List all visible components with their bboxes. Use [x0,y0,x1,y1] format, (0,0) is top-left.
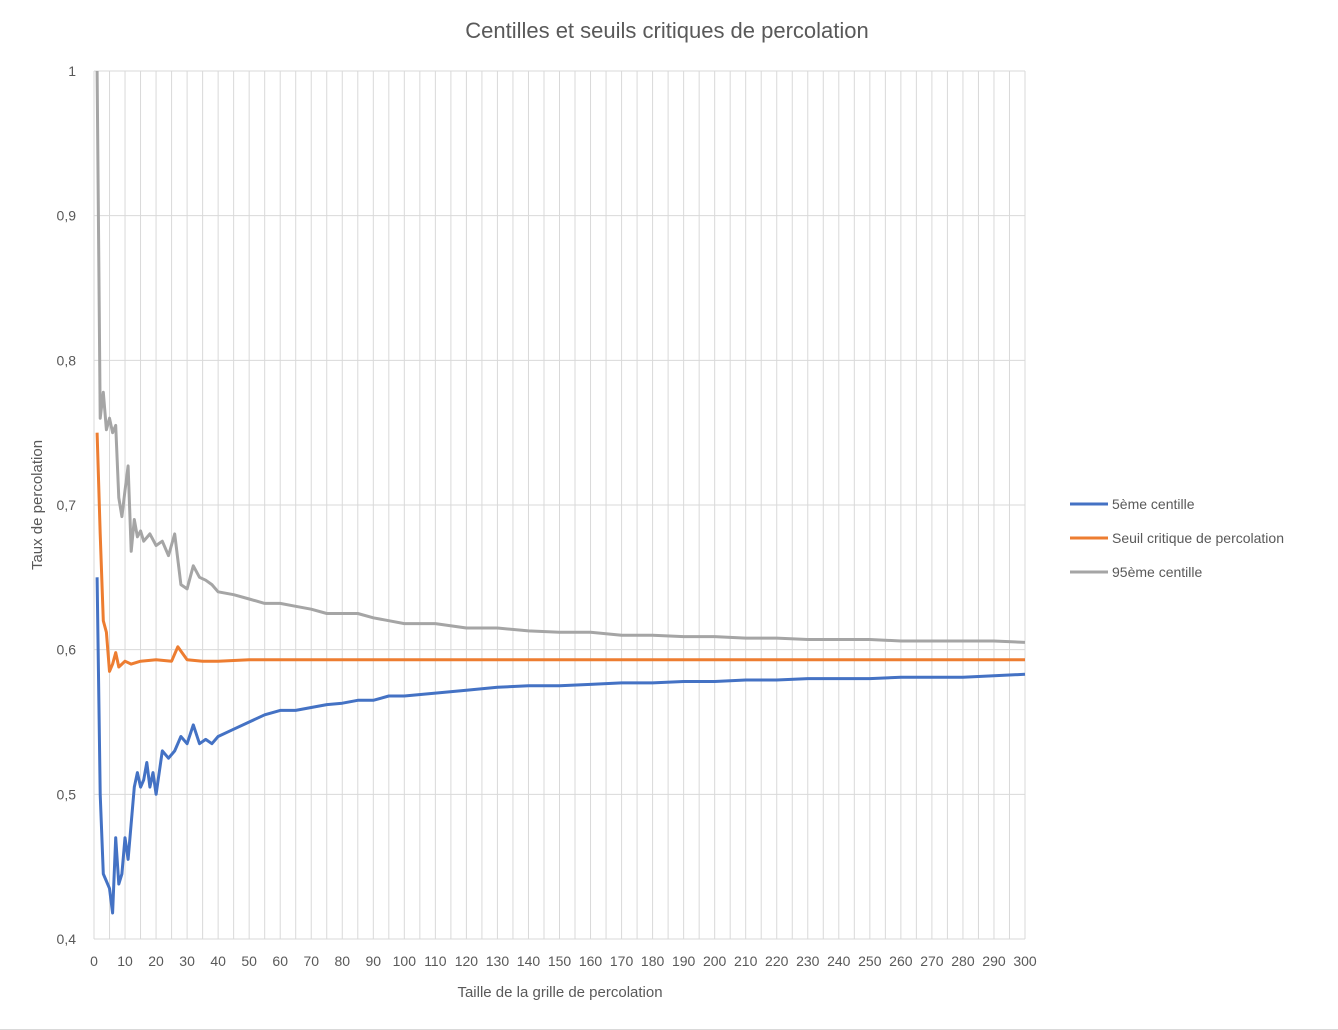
x-tick-label: 240 [827,953,851,969]
x-tick-label: 100 [393,953,417,969]
x-tick-label: 60 [272,953,288,969]
y-tick-label: 0,9 [57,208,77,224]
x-tick-label: 230 [796,953,820,969]
x-tick-label: 90 [366,953,382,969]
legend: 5ème centille Seuil critique de percolati… [1070,496,1284,580]
legend-entry-label: 5ème centille [1112,496,1195,512]
legend-entry-label: Seuil critique de percolation [1112,530,1284,546]
x-tick-label: 200 [703,953,727,969]
x-tick-label: 10 [117,953,133,969]
series-line-1 [95,577,1026,915]
x-tick-label: 270 [920,953,944,969]
series-line-2 [95,432,1025,673]
chart-title: Centilles et seuils critiques de percola… [465,18,869,43]
x-tick-label: 40 [210,953,226,969]
x-tick-label: 70 [303,953,319,969]
x-tick-label: 210 [734,953,758,969]
x-tick-label: 300 [1013,953,1037,969]
x-tick-label: 110 [424,953,447,969]
x-tick-label: 280 [951,953,975,969]
x-tick-label: 220 [765,953,789,969]
x-tick-label: 0 [90,953,98,969]
x-axis-title: Taille de la grille de percolation [457,984,662,1001]
x-tick-label: 180 [641,953,665,969]
x-tick-label: 290 [982,953,1006,969]
legend-entry-label: 95ème centille [1112,564,1202,580]
y-axis-title: Taux de percolation [29,440,46,570]
x-tick-label: 130 [486,953,510,969]
grid-lines [93,70,1026,940]
x-axis-ticks: 0 10 20 30 40 50 60 70 80 90 100 110 120 130 140 150 160… [90,953,1037,969]
x-tick-label: 160 [579,953,603,969]
x-tick-label: 120 [455,953,479,969]
x-tick-label: 50 [241,953,257,969]
y-tick-label: 1 [68,63,76,79]
series-lines [95,70,1026,915]
y-tick-label: 0,5 [57,786,77,802]
x-tick-label: 250 [858,953,882,969]
y-tick-label: 0,7 [57,497,77,513]
y-tick-label: 0,4 [57,931,77,947]
x-tick-label: 20 [148,953,164,969]
series-line-3 [95,70,1026,644]
y-tick-label: 0,8 [57,352,77,368]
x-tick-label: 30 [179,953,195,969]
x-tick-label: 150 [548,953,572,969]
x-tick-label: 170 [610,953,634,969]
x-tick-label: 190 [672,953,696,969]
y-tick-label: 0,6 [57,642,77,658]
x-tick-label: 260 [889,953,913,969]
x-tick-label: 80 [334,953,350,969]
x-tick-label: 140 [517,953,541,969]
y-axis-ticks: 0,4 0,5 0,6 0,7 0,8 0,9 1 [57,63,77,947]
